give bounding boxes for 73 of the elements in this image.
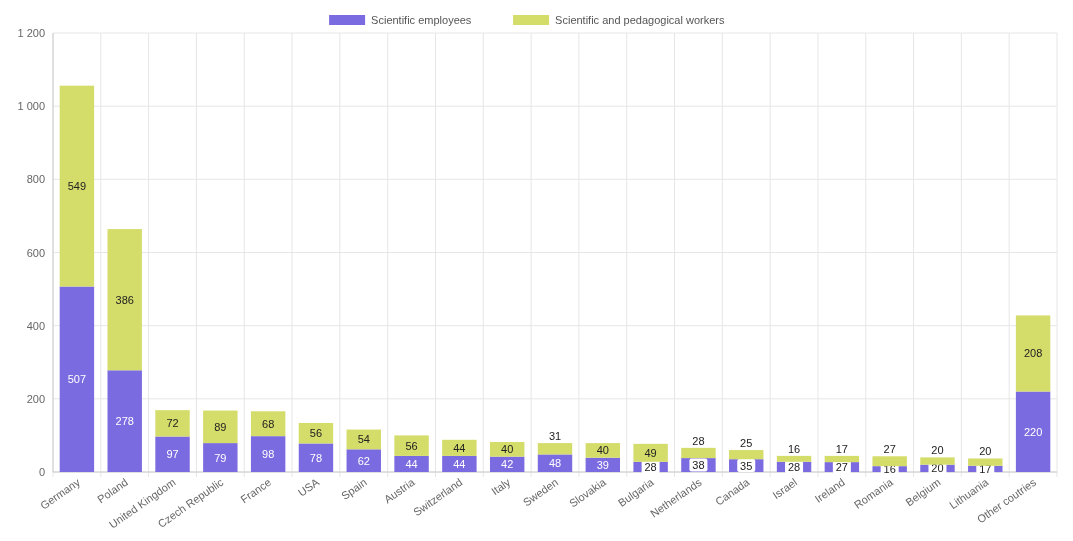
data-label: 386 <box>115 293 134 306</box>
y-tick-label: 600 <box>26 246 45 259</box>
data-label: 20 <box>931 444 944 457</box>
bar <box>203 443 238 472</box>
bar <box>681 447 716 459</box>
bar <box>776 455 812 462</box>
y-tick-label: 0 <box>38 466 45 478</box>
data-label: 208 <box>1023 347 1043 360</box>
data-label: 44 <box>405 457 418 470</box>
y-tick-label: 1 000 <box>17 100 45 113</box>
bar <box>59 286 95 472</box>
bar <box>824 455 860 463</box>
legend-label: Scientific employees <box>371 14 472 26</box>
data-label: 25 <box>740 437 753 450</box>
bar <box>250 411 286 437</box>
bar <box>107 370 142 472</box>
bar <box>968 458 1003 466</box>
data-label: 507 <box>67 373 87 386</box>
data-label: 98 <box>262 448 275 461</box>
data-label: 16 <box>787 442 801 455</box>
bar <box>920 457 955 465</box>
bar <box>155 410 190 437</box>
data-label: 78 <box>309 451 323 464</box>
data-label: 20 <box>979 445 992 458</box>
bar <box>1015 391 1051 472</box>
data-label: 28 <box>692 434 705 447</box>
data-label: 49 <box>644 446 657 459</box>
data-label: 48 <box>548 457 562 470</box>
bar <box>107 229 142 371</box>
data-label: 31 <box>548 430 562 443</box>
data-label: 54 <box>357 433 370 446</box>
bar <box>872 456 907 467</box>
data-label: 42 <box>501 458 514 471</box>
bar <box>394 455 429 472</box>
data-label: 56 <box>309 427 323 440</box>
bar <box>298 443 334 472</box>
data-label: 40 <box>501 443 514 456</box>
bar <box>346 449 381 472</box>
data-label: 44 <box>453 457 466 470</box>
bar <box>59 85 95 287</box>
bar <box>537 454 573 472</box>
data-label: 72 <box>166 417 179 430</box>
data-label: 44 <box>453 441 466 454</box>
data-label: 89 <box>214 420 227 433</box>
bar <box>537 443 573 455</box>
data-label: 27 <box>883 443 896 456</box>
data-label: 220 <box>1023 425 1043 438</box>
data-label: 68 <box>262 417 275 430</box>
data-label: 17 <box>835 442 848 455</box>
data-label: 39 <box>596 458 609 471</box>
x-tick-label: USA <box>295 475 322 499</box>
bar <box>442 439 477 456</box>
bar <box>1015 315 1051 392</box>
bar <box>203 410 238 444</box>
y-tick-label: 200 <box>26 392 45 405</box>
y-tick-label: 400 <box>26 319 45 332</box>
data-label: 62 <box>357 454 370 467</box>
data-label: 79 <box>214 451 227 464</box>
legend-label: Scientific and pedagogical workers <box>555 14 725 26</box>
y-tick-label: 1 200 <box>17 27 45 39</box>
bar <box>633 443 668 462</box>
bar <box>250 436 286 472</box>
bar <box>442 455 477 472</box>
bar <box>394 435 429 456</box>
y-tick-label: 800 <box>26 173 45 186</box>
bar <box>155 436 190 472</box>
bar <box>729 450 764 460</box>
data-label: 549 <box>67 180 87 193</box>
data-label: 278 <box>115 415 134 428</box>
data-label: 97 <box>166 448 179 461</box>
data-label: 40 <box>596 444 609 457</box>
data-label: 56 <box>405 439 418 452</box>
x-tick-label: Italy <box>488 475 513 498</box>
